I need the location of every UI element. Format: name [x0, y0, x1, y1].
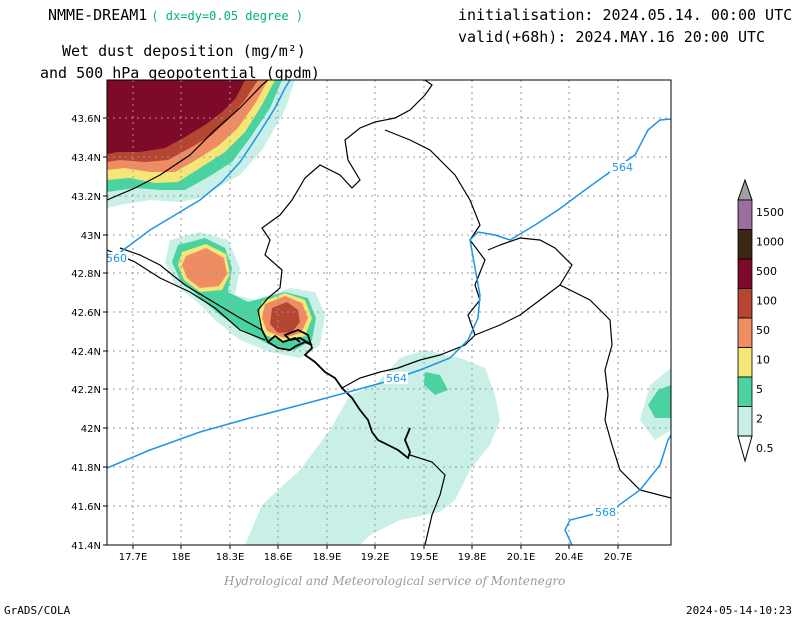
legend-swatch [737, 347, 753, 378]
border-mne-srb-kos [474, 237, 573, 336]
color-legend: 1500 1000 500 100 50 10 5 2 0.5 [737, 178, 784, 463]
legend-level-label: 50 [756, 324, 770, 337]
coastline-bay [267, 334, 301, 344]
border-line-1 [107, 80, 269, 201]
border-kosovo-east [559, 284, 671, 499]
legend-swatch [737, 288, 753, 319]
legend-level-label: 500 [756, 265, 777, 278]
credit-text: Hydrological and Meteorological service … [224, 574, 566, 588]
lat-label: 42.2N [71, 385, 101, 396]
valid-time: valid(+68h): 2024.MAY.16 20:00 UTC [458, 28, 766, 46]
lon-label: 20.7E [604, 552, 633, 563]
variable-title-line1: Wet dust deposition (mg/m²) [62, 42, 306, 60]
lat-label: 43.6N [71, 114, 101, 125]
contour-label-568: 568 [595, 506, 616, 519]
coastline-montenegro [261, 329, 411, 460]
border-alb-south [409, 454, 446, 545]
footer-timestamp: 2024-05-14-10:23 [686, 604, 792, 617]
lat-label: 41.6N [71, 502, 101, 513]
lon-label: 18.3E [216, 552, 245, 563]
lon-label: 18.6E [264, 552, 293, 563]
lon-label: 17.7E [119, 552, 148, 563]
coastline [261, 329, 411, 460]
contour-label-560: 560 [106, 252, 127, 265]
model-title: NMME-DREAM1( dx=dy=0.05 degree ) [48, 6, 303, 24]
border-line-2 [119, 247, 263, 331]
lat-label: 42.4N [71, 347, 101, 358]
border-serbia [384, 129, 486, 336]
dust-area-light-south [245, 350, 500, 545]
dust-area-salmon-west [182, 248, 227, 288]
lat-label: 43.4N [71, 153, 101, 164]
legend-arrow-bottom [737, 435, 753, 463]
legend-swatch [737, 376, 753, 407]
lat-label: 41.8N [71, 463, 101, 474]
legend-swatch [737, 317, 753, 348]
contour-label-group: 560 564 564 568 [104, 161, 634, 519]
contour-label-564-south: 564 [386, 372, 407, 385]
footer-software: GrADS/COLA [4, 604, 71, 617]
dust-area-green-small [424, 372, 448, 395]
lon-label: 20.1E [507, 552, 536, 563]
legend-level-label: 5 [756, 383, 763, 396]
lat-label: 42.6N [71, 308, 101, 319]
legend-level-label: 10 [756, 354, 770, 367]
legend-level-label: 1500 [756, 206, 784, 219]
variable-title-line2: and 500 hPa geopotential (gpdm) [40, 64, 320, 82]
lon-label: 18E [171, 552, 190, 563]
legend-swatch [737, 258, 753, 289]
border-bih-mne [257, 80, 433, 331]
legend-swatch [737, 199, 753, 230]
dust-area-darkred [107, 80, 245, 154]
longitude-labels: 17.7E 18E 18.3E 18.6E 18.9E 19.2E 19.5E 19.8E 20… [119, 545, 633, 563]
lat-label: 43N [81, 231, 101, 242]
init-time: initialisation: 2024.05.14. 00:00 UTC [458, 6, 793, 24]
contour-560 [107, 80, 291, 263]
legend-level-label: 2 [756, 413, 763, 426]
lat-label: 41.4N [71, 541, 101, 552]
resolution-note: ( dx=dy=0.05 degree ) [151, 9, 304, 23]
latitude-labels: 43.6N 43.4N 43.2N 43N 42.8N 42.6N 42.4N 42.2N 42… [71, 114, 107, 552]
lon-label: 19.5E [410, 552, 439, 563]
lon-label: 18.9E [313, 552, 342, 563]
model-name: NMME-DREAM1 [48, 6, 148, 24]
lon-label: 20.4E [555, 552, 584, 563]
lat-label: 42.8N [71, 269, 101, 280]
legend-arrow-top [737, 178, 753, 201]
legend-level-label: 100 [756, 295, 777, 308]
dust-area-green-east [648, 385, 671, 418]
legend-swatch [737, 229, 753, 260]
lon-label: 19.2E [361, 552, 390, 563]
legend-swatch [737, 406, 753, 437]
border-line-3 [107, 249, 266, 341]
legend-level-label: 0.5 [756, 442, 774, 455]
lon-label: 19.8E [458, 552, 487, 563]
legend-level-label: 1000 [756, 236, 784, 249]
lat-label: 42N [81, 424, 101, 435]
lat-label: 43.2N [71, 192, 101, 203]
contour-label-564-north: 564 [612, 161, 633, 174]
